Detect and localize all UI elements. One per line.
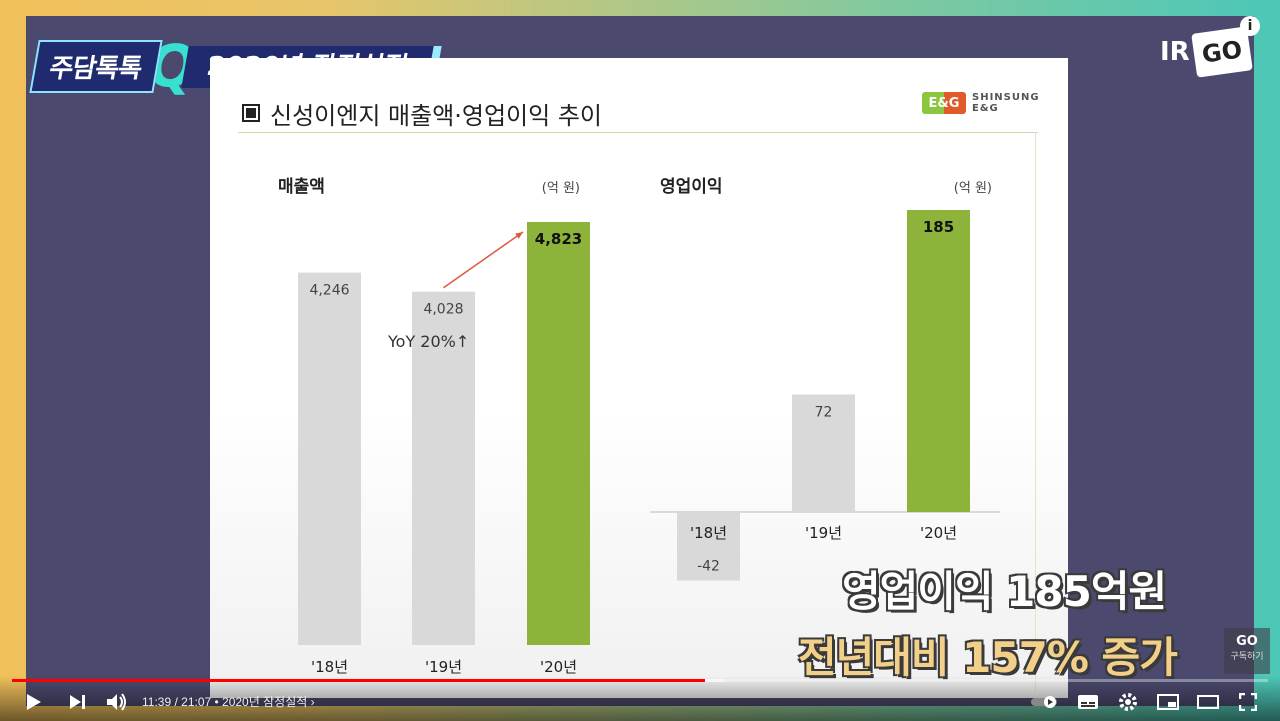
chart1-value-label-0: 4,246 <box>309 283 349 299</box>
caption-line1: 영업이익 185억원 <box>842 567 1167 616</box>
time-chapter-text: 11:39 / 21:07 • 2020년 잠정실적 › <box>142 695 315 709</box>
time-and-chapter[interactable]: 11:39 / 21:07 • 2020년 잠정실적 › <box>142 693 315 710</box>
progress-played <box>12 679 706 682</box>
charts-svg: 매출액 (억 원) 4,246 '18년 4,028 '19년 4,823 '20년 YoY 2… <box>278 177 1000 676</box>
chart2-bar-1 <box>792 394 855 512</box>
chart1-value-label-1: 4,028 <box>423 302 463 318</box>
chart2-unit: (억 원) <box>954 181 992 196</box>
chart2-value-label-2: 185 <box>923 218 954 236</box>
autoplay-toggle-icon[interactable] <box>1030 690 1060 714</box>
settings-gear-icon[interactable] <box>1116 690 1140 714</box>
subscribe-badge[interactable]: GO 구독하기 <box>1224 628 1270 674</box>
chart1-title: 매출액 <box>278 177 325 197</box>
chart2-title: 영업이익 <box>660 177 723 197</box>
slide-title-text: 신성이엔지 매출액·영업이익 추이 <box>270 102 603 130</box>
chart2-tick-label-1: '19년 <box>805 524 842 542</box>
chart1-tick-label-2: '20년 <box>540 658 577 676</box>
chart1-tick-label-0: '18년 <box>311 658 348 676</box>
slide-divider <box>238 132 1038 133</box>
slide-divider-vertical <box>1035 132 1036 692</box>
progress-bar[interactable] <box>12 679 1268 682</box>
chart1-value-label-2: 4,823 <box>535 230 582 248</box>
chart2-tick-label-2: '20년 <box>920 524 957 542</box>
brand-mark: E&G <box>922 92 966 114</box>
brand-logo: E&G SHINSUNG E&G <box>922 92 1040 114</box>
chart1-bar-1 <box>412 291 475 645</box>
subscribe-go: GO <box>1236 634 1258 649</box>
chart2-bar-0 <box>677 512 740 581</box>
show-name: 주담톡톡 <box>29 39 163 93</box>
chart1-unit: (억 원) <box>542 181 580 196</box>
chart2-bar-2 <box>907 210 970 512</box>
chart2-value-label-0: -42 <box>697 559 720 575</box>
presentation-slide: 신성이엔지 매출액·영업이익 추이 E&G SHINSUNG E&G 매출액 (억… <box>210 58 1068 698</box>
chart1-annotation: YoY 20%↑ <box>387 332 469 351</box>
play-icon[interactable] <box>22 690 46 714</box>
channel-logo: IR GO <box>1160 26 1253 78</box>
chart2-tick-label-0: '18년 <box>690 524 727 542</box>
volume-icon[interactable] <box>104 690 130 714</box>
chart2-value-label-1: 72 <box>815 404 833 420</box>
chart1-bar-0 <box>298 272 361 645</box>
fullscreen-icon[interactable] <box>1236 690 1260 714</box>
logo-ir-text: IR <box>1160 37 1190 67</box>
square-bullet-icon <box>242 104 260 122</box>
chart1-growth-arrowhead <box>515 232 523 239</box>
info-icon[interactable]: i <box>1240 16 1260 36</box>
chart1-growth-arrow <box>443 231 524 289</box>
show-badge: 주담톡톡 Q <box>29 37 197 95</box>
caption-line2: 전년대비 157% 증가 <box>798 633 1178 682</box>
brand-text: SHINSUNG E&G <box>972 92 1040 114</box>
player-controls: 11:39 / 21:07 • 2020년 잠정실적 › <box>0 676 1280 721</box>
chart1-bar-2 <box>527 222 590 645</box>
next-icon[interactable] <box>66 690 90 714</box>
subtitles-icon[interactable] <box>1076 690 1100 714</box>
subscribe-label: 구독하기 <box>1230 652 1264 662</box>
chart1-tick-label-1: '19년 <box>425 658 462 676</box>
slide-title: 신성이엔지 매출액·영업이익 추이 <box>242 96 602 131</box>
brand-name-line1: SHINSUNG <box>972 92 1040 103</box>
miniplayer-icon[interactable] <box>1156 690 1180 714</box>
theater-mode-icon[interactable] <box>1196 690 1220 714</box>
brand-name-line2: E&G <box>972 103 999 114</box>
